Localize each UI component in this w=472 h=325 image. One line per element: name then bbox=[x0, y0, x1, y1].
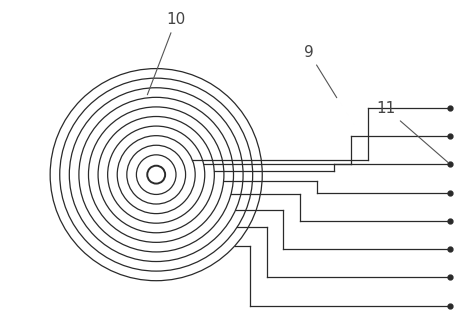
Text: 9: 9 bbox=[304, 45, 337, 98]
Text: 10: 10 bbox=[147, 12, 185, 95]
Text: 11: 11 bbox=[377, 101, 448, 162]
